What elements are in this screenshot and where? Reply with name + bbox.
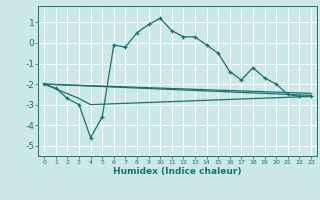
X-axis label: Humidex (Indice chaleur): Humidex (Indice chaleur): [113, 167, 242, 176]
